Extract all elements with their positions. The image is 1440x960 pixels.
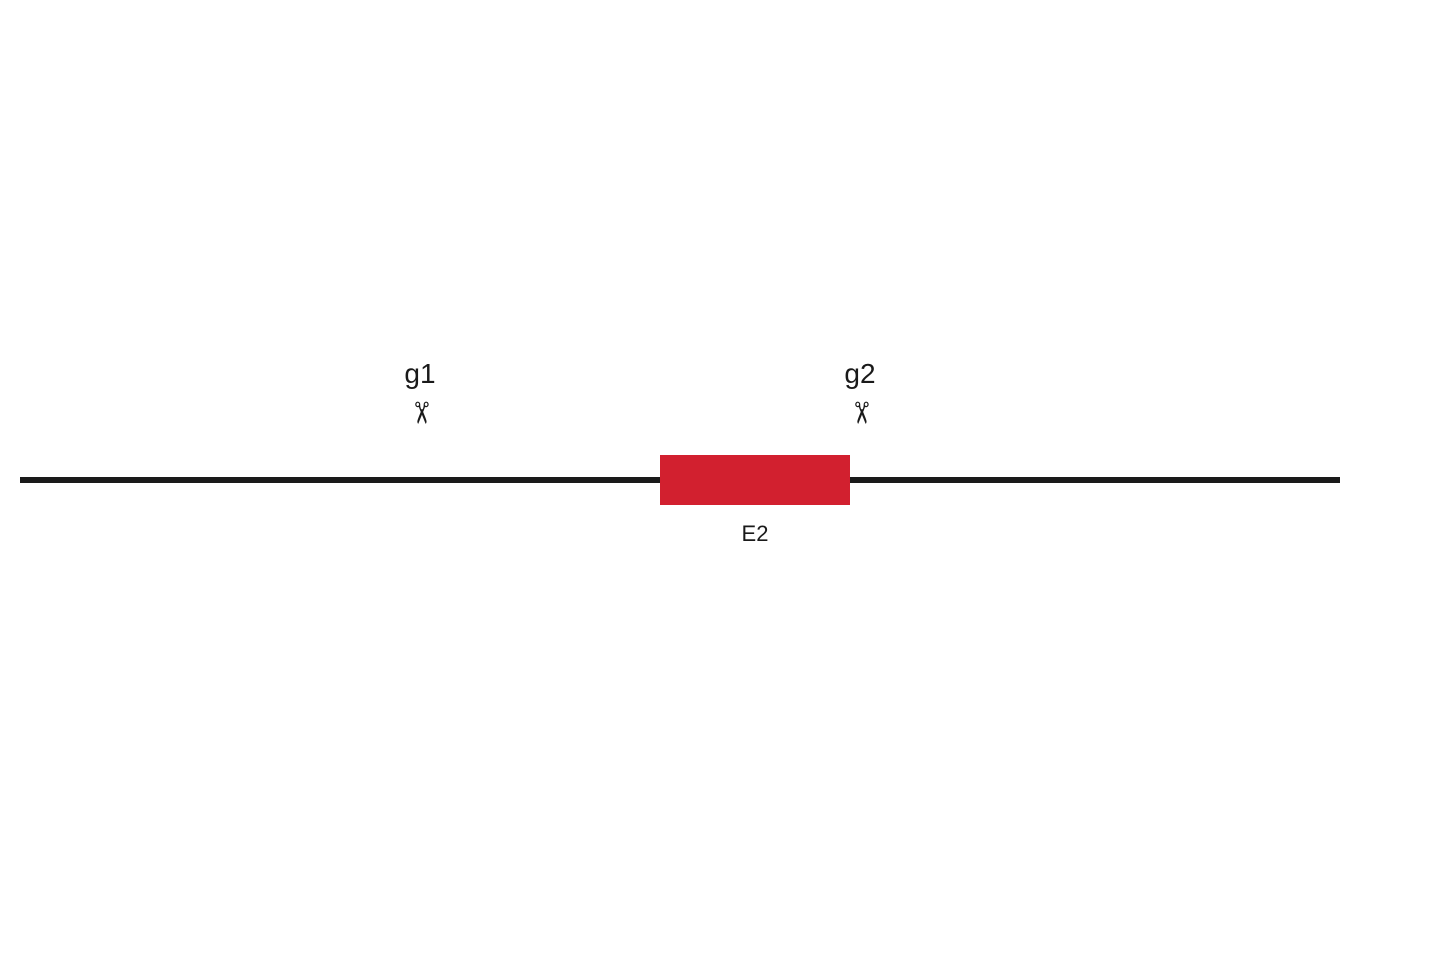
gene-diagram: E2 g1 ✂ g2 ✂: [0, 0, 1440, 960]
exon-label-e2: E2: [660, 521, 850, 547]
exon-box-e2: [660, 455, 850, 505]
scissors-icon: ✂: [845, 373, 875, 453]
scissors-icon: ✂: [405, 373, 435, 453]
